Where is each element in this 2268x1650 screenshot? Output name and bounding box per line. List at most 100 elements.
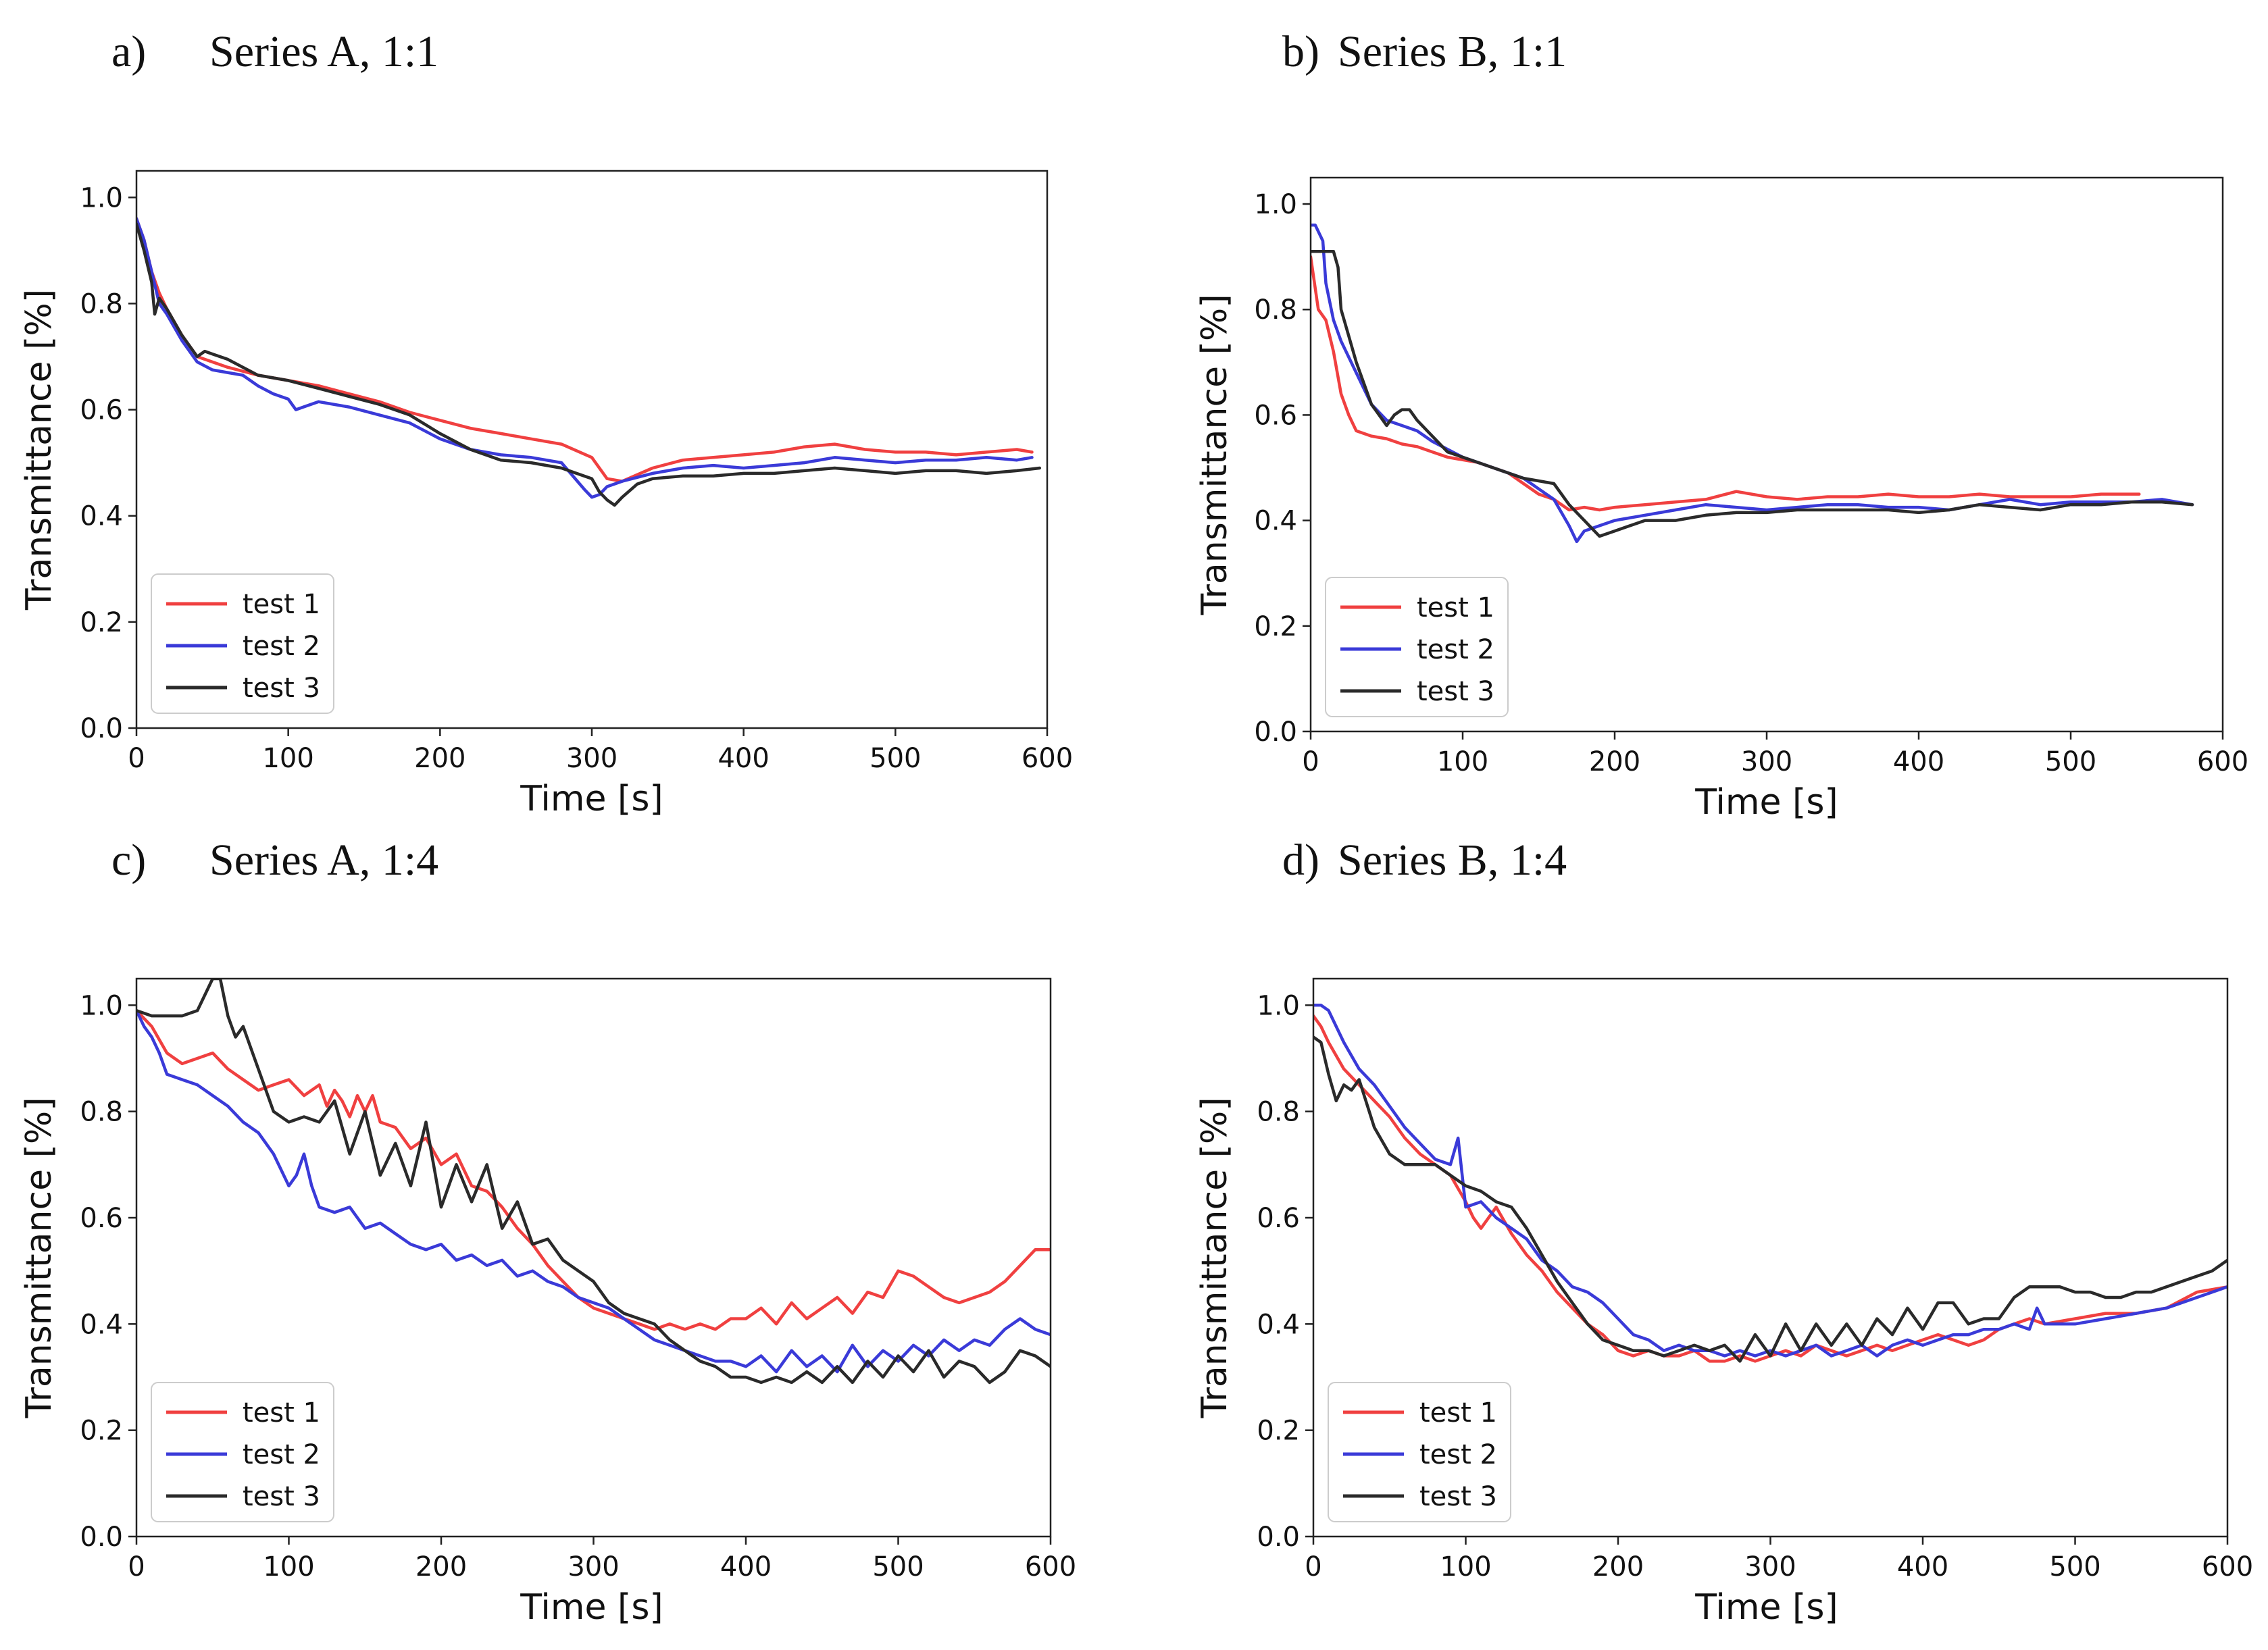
- panel-c: c) Series A, 1:4 0 100 200 300 400 500 600 0.0 0.2…: [19, 835, 1076, 1628]
- panel-d-x-tick-label: 200: [1592, 1551, 1644, 1582]
- panel-b-x-axis-label: Time [s]: [1694, 782, 1838, 823]
- panel-d-legend-label-2: test 2: [1419, 1439, 1497, 1470]
- panel-a-x-tick-label: 200: [414, 743, 465, 774]
- panel-b-y-tick-label: 0.8: [1254, 294, 1297, 326]
- panel-c-series-line-1: [136, 1008, 1051, 1331]
- panel-b-title-letter: b): [1282, 27, 1319, 76]
- panel-b-legend-label-2: test 2: [1417, 634, 1494, 665]
- panel-b-legend-label-1: test 1: [1417, 592, 1494, 623]
- panel-d: d) Series B, 1:4 0 100 200 300 400 500 600 0.0 0.2…: [1194, 835, 2253, 1628]
- panel-b-title: Series B, 1:1: [1338, 27, 1567, 76]
- panel-d-y-tick-label: 0.8: [1257, 1097, 1300, 1128]
- panel-b-y-axis-label: Transmittance [%]: [1194, 294, 1235, 615]
- panel-d-x-tick-label: 300: [1744, 1551, 1796, 1582]
- panel-b-plot-area: [1311, 224, 2194, 544]
- panel-c-y-tick-label: 1.0: [80, 990, 123, 1021]
- panel-d-x-tick-label: 0: [1305, 1551, 1321, 1582]
- panel-b-x-tick-label: 600: [2197, 746, 2248, 777]
- panel-d-x-tick-label: 400: [1897, 1551, 1948, 1582]
- panel-c-x-tick-label: 0: [128, 1551, 145, 1582]
- panel-c-x-tick-label: 500: [872, 1551, 924, 1582]
- panel-b-y-tick-label: 1.0: [1254, 189, 1297, 220]
- panel-a-legend-box: [151, 573, 334, 714]
- panel-d-legend-label-1: test 1: [1419, 1397, 1497, 1428]
- panel-c-y-tick-label: 0.8: [80, 1097, 123, 1128]
- panel-d-plot-area: [1313, 1004, 2227, 1363]
- panel-c-y-axis-label: Transmittance [%]: [19, 1097, 59, 1418]
- panel-c-x-tick-label: 300: [568, 1551, 619, 1582]
- panel-a-legend: test 1 test 2 test 3: [151, 573, 334, 714]
- panel-b-legend-box: [1325, 577, 1509, 717]
- panel-d-x-tick-label: 600: [2202, 1551, 2253, 1582]
- panel-a-title-letter: a): [111, 27, 146, 76]
- panel-a-y-tick-label: 0.0: [80, 713, 123, 744]
- panel-c-x-tick-label: 200: [415, 1551, 467, 1582]
- panel-a-y-tick-label: 0.8: [80, 288, 123, 319]
- panel-d-y-tick-label: 0.2: [1257, 1416, 1300, 1447]
- panel-c-x-tick-label: 100: [263, 1551, 314, 1582]
- panel-c-series-line-3: [136, 979, 1051, 1385]
- panel-c-legend-label-1: test 1: [243, 1397, 320, 1428]
- panel-c-x-tick-label: 400: [720, 1551, 772, 1582]
- panel-a-x-axis-label: Time [s]: [520, 779, 663, 819]
- panel-a-series-line-1: [136, 217, 1034, 483]
- panel-d-x-tick-label: 100: [1440, 1551, 1491, 1582]
- panel-c-legend-box: [151, 1382, 334, 1522]
- panel-b-y-tick-label: 0.0: [1254, 717, 1297, 748]
- panel-d-legend-box: [1328, 1382, 1511, 1522]
- panel-a-x-tick-label: 100: [262, 743, 313, 774]
- panel-d-y-tick-label: 0.0: [1257, 1522, 1300, 1553]
- panel-b-series-line-1: [1311, 255, 2141, 512]
- panel-a-legend-label-2: test 2: [243, 631, 320, 662]
- panel-a-legend-label-3: test 3: [243, 673, 320, 704]
- panel-c-y-tick-label: 0.0: [80, 1522, 123, 1553]
- panel-d-legend: test 1 test 2 test 3: [1328, 1382, 1511, 1522]
- panel-b-y-tick-label: 0.2: [1254, 611, 1297, 642]
- panel-a-series-line-2: [136, 217, 1034, 499]
- panel-b-x-tick-label: 300: [1741, 746, 1792, 777]
- panel-c-x-tick-label: 600: [1025, 1551, 1076, 1582]
- panel-c-title: Series A, 1:4: [209, 835, 438, 885]
- panel-d-x-tick-label: 500: [2049, 1551, 2100, 1582]
- panel-a-y-tick-label: 0.4: [80, 501, 123, 532]
- panel-d-y-tick-label: 0.6: [1257, 1203, 1300, 1234]
- panel-c-series-line-2: [136, 1008, 1051, 1374]
- panels: a) Series A, 1:1 0 100 200 300 400 500 600 0.0 0.2…: [19, 27, 2253, 1628]
- panel-d-series-line-3: [1313, 1035, 2227, 1363]
- panel-c-plot-area: [136, 979, 1051, 1385]
- panel-b-x-tick-label: 500: [2045, 746, 2096, 777]
- panel-b-series-line-3: [1311, 250, 2194, 538]
- panel-c-title-letter: c): [111, 835, 146, 885]
- panel-d-x-axis-label: Time [s]: [1694, 1587, 1838, 1628]
- panel-b-x-tick-label: 200: [1589, 746, 1640, 777]
- panel-b-y-tick-label: 0.6: [1254, 400, 1297, 431]
- panel-a-title: Series A, 1:1: [209, 27, 438, 76]
- panel-a-x-tick-label: 0: [128, 743, 145, 774]
- panel-c-y-tick-label: 0.2: [80, 1416, 123, 1447]
- panel-d-y-axis-label: Transmittance [%]: [1194, 1097, 1235, 1418]
- panel-c-y-tick-label: 0.6: [80, 1203, 123, 1234]
- panel-d-series-line-2: [1313, 1004, 2227, 1358]
- panel-c-legend-label-3: test 3: [243, 1481, 320, 1512]
- panel-b-legend-label-3: test 3: [1417, 676, 1494, 707]
- panel-b-x-tick-label: 400: [1893, 746, 1944, 777]
- panel-c-x-axis-label: Time [s]: [520, 1587, 663, 1628]
- panel-a: a) Series A, 1:1 0 100 200 300 400 500 600 0.0 0.2…: [19, 27, 1073, 819]
- panel-d-series-line-1: [1313, 1014, 2227, 1363]
- panel-b-legend: test 1 test 2 test 3: [1325, 577, 1509, 717]
- panel-c-legend: test 1 test 2 test 3: [151, 1382, 334, 1522]
- panel-b-x-tick-label: 0: [1302, 746, 1319, 777]
- panel-a-y-axis-label: Transmittance [%]: [19, 289, 59, 611]
- panel-a-plot-area: [136, 217, 1042, 507]
- panel-a-y-tick-label: 0.6: [80, 395, 123, 426]
- panel-a-y-tick-label: 0.2: [80, 607, 123, 638]
- panel-a-legend-label-1: test 1: [243, 589, 320, 620]
- panel-a-series-line-3: [136, 222, 1042, 507]
- panel-a-y-tick-label: 1.0: [80, 182, 123, 213]
- panel-a-x-tick-label: 500: [870, 743, 921, 774]
- panel-c-y-tick-label: 0.4: [80, 1309, 123, 1340]
- panel-d-y-tick-label: 1.0: [1257, 990, 1300, 1021]
- panel-b: b) Series B, 1:1 0 100 200 300 400 500 600 0.0 0.2…: [1194, 27, 2248, 823]
- panel-a-x-tick-label: 400: [717, 743, 769, 774]
